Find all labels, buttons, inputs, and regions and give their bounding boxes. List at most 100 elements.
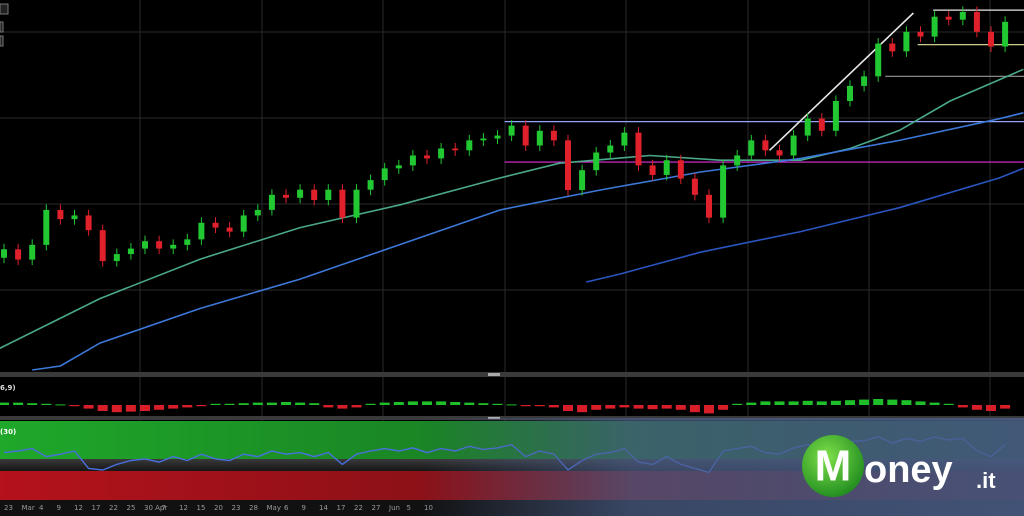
macd-bar xyxy=(718,405,729,410)
macd-bar xyxy=(252,402,263,405)
macd-bar xyxy=(125,405,136,412)
candle-body xyxy=(607,145,614,153)
rsi-label: (30) xyxy=(0,428,16,436)
candle-body xyxy=(748,140,755,156)
candle-body xyxy=(579,170,586,191)
macd-bar xyxy=(901,400,912,405)
candle-body xyxy=(226,227,233,232)
tool-button[interactable] xyxy=(0,21,4,33)
x-tick-label: 4 xyxy=(39,504,44,512)
candle-body xyxy=(480,138,487,141)
x-tick-label: 6 xyxy=(284,504,289,512)
indicator-line xyxy=(32,112,1024,371)
candle-body xyxy=(1002,21,1009,47)
macd-bar xyxy=(929,402,940,405)
candle-body xyxy=(424,155,430,159)
macd-bar xyxy=(845,400,855,405)
macd-bar xyxy=(309,403,320,405)
x-tick-label: 22 xyxy=(354,504,363,512)
macd-bar xyxy=(534,405,545,407)
macd-bar xyxy=(619,405,630,408)
macd-bar xyxy=(407,401,418,405)
macd-bar xyxy=(506,404,517,406)
candle-body xyxy=(691,178,698,195)
candle-body xyxy=(635,132,642,166)
macd-bar xyxy=(295,402,306,405)
candle-body xyxy=(170,244,177,249)
candle-body xyxy=(409,155,416,166)
candle-body xyxy=(113,254,120,262)
macd-bar xyxy=(760,401,771,405)
logo-suffix: .it xyxy=(976,468,996,493)
tool-button[interactable] xyxy=(0,3,9,15)
toolbar xyxy=(0,3,9,47)
candle-body xyxy=(156,241,163,249)
candle-body xyxy=(861,76,868,86)
macd-bar xyxy=(887,399,898,405)
x-tick-label: 9 xyxy=(57,504,61,512)
candle-body xyxy=(1,249,7,258)
candle-body xyxy=(438,148,445,159)
candle-body xyxy=(494,135,501,139)
candle-body xyxy=(142,241,148,249)
macd-bar xyxy=(111,405,122,413)
macd-bar xyxy=(210,403,221,405)
macd-bar xyxy=(379,402,390,405)
candle-body xyxy=(889,43,896,52)
macd-bar xyxy=(548,405,559,408)
candle-body xyxy=(790,135,797,156)
candle-body xyxy=(240,215,247,232)
candle-body xyxy=(649,165,656,175)
x-tick-label: 14 xyxy=(319,504,328,512)
macd-bar xyxy=(182,405,193,408)
macd-bar xyxy=(788,401,799,405)
candle-body xyxy=(198,222,205,240)
candle-body xyxy=(875,43,882,77)
candle-body xyxy=(452,148,459,151)
macd-bar xyxy=(154,405,165,410)
macd-bar xyxy=(943,403,954,405)
indicator-line xyxy=(0,68,1024,350)
macd-bar xyxy=(774,401,785,405)
candle-body xyxy=(903,31,910,52)
candle-body xyxy=(127,248,134,255)
candle-body xyxy=(283,194,289,198)
candle-body xyxy=(353,189,360,218)
macd-bar xyxy=(873,399,884,405)
candle-body xyxy=(663,160,670,175)
macd-bar xyxy=(266,402,277,405)
macd-bar xyxy=(83,405,94,409)
tool-button[interactable] xyxy=(0,35,4,47)
candle-body xyxy=(804,118,811,136)
candle-body xyxy=(565,140,571,191)
macd-bar xyxy=(859,399,870,405)
candle-body xyxy=(367,180,374,190)
candle-body xyxy=(57,209,64,220)
x-tick-label: Jun xyxy=(388,504,400,512)
macd-bar xyxy=(97,405,108,411)
x-tick-label: 20 xyxy=(214,504,223,512)
watermark-band xyxy=(420,418,1024,516)
candle-body xyxy=(762,140,769,151)
candle-body xyxy=(29,244,36,260)
candle-body xyxy=(85,215,92,231)
macd-bar xyxy=(13,402,24,405)
candle-body xyxy=(931,16,938,37)
macd-bar xyxy=(393,402,404,405)
macd-bar xyxy=(675,405,686,410)
logo-text: oney xyxy=(864,449,953,491)
macd-bar xyxy=(238,403,249,405)
macd-bar xyxy=(704,405,714,414)
candle-body xyxy=(677,160,684,179)
macd-bar xyxy=(351,405,362,408)
candle-body xyxy=(818,118,825,131)
panel-divider xyxy=(0,372,1024,377)
candle-body xyxy=(71,215,78,220)
x-tick-label: 15 xyxy=(197,504,206,512)
macd-bar xyxy=(422,401,432,405)
candle-body xyxy=(847,85,853,101)
x-tick-label: 7 xyxy=(162,504,166,512)
x-tick-label: 25 xyxy=(127,504,136,512)
resize-handle[interactable] xyxy=(488,373,500,376)
